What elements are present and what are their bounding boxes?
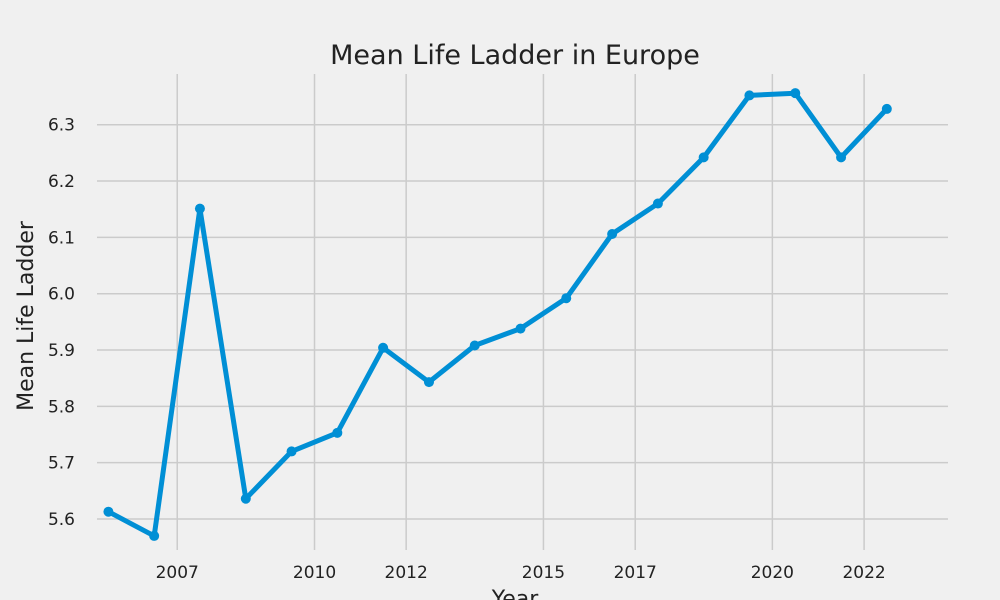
y-tick-label: 5.9 bbox=[48, 341, 75, 361]
x-tick-label: 2012 bbox=[385, 563, 428, 583]
chart-title: Mean Life Ladder in Europe bbox=[330, 40, 700, 71]
y-tick-label: 5.6 bbox=[48, 510, 75, 530]
y-tick-label: 5.8 bbox=[48, 397, 75, 417]
data-point bbox=[652, 198, 663, 209]
x-tick-label: 2020 bbox=[751, 563, 794, 583]
data-point bbox=[378, 342, 389, 353]
data-point bbox=[194, 203, 205, 214]
series-line bbox=[105, 90, 890, 539]
data-point bbox=[103, 506, 114, 517]
data-point bbox=[698, 152, 709, 163]
data-point bbox=[607, 228, 618, 239]
tick-labels: 5.6 5.7 5.8 5.9 6.0 6.1 6.2 6.3 2007 2010 2012 2015… bbox=[48, 116, 886, 583]
data-point bbox=[149, 530, 160, 541]
x-tick-label: 2015 bbox=[522, 563, 565, 583]
y-tick-label: 6.2 bbox=[48, 172, 75, 192]
data-point bbox=[561, 293, 572, 304]
data-point bbox=[790, 88, 801, 99]
y-tick-label: 5.7 bbox=[48, 454, 75, 474]
y-tick-label: 6.3 bbox=[48, 116, 75, 136]
data-point bbox=[744, 90, 755, 101]
data-point bbox=[423, 377, 434, 388]
y-tick-label: 6.1 bbox=[48, 228, 75, 248]
x-tick-label: 2010 bbox=[293, 563, 336, 583]
data-point bbox=[469, 340, 480, 351]
data-point bbox=[240, 493, 251, 504]
data-point bbox=[332, 427, 343, 438]
grid bbox=[97, 74, 948, 550]
data-point bbox=[515, 323, 526, 334]
y-axis-label: Mean Life Ladder bbox=[14, 220, 39, 411]
x-tick-label: 2007 bbox=[156, 563, 199, 583]
series-layer bbox=[103, 88, 892, 541]
data-point bbox=[286, 446, 297, 457]
x-tick-label: 2017 bbox=[614, 563, 657, 583]
data-point bbox=[881, 103, 892, 114]
y-tick-label: 6.0 bbox=[48, 285, 75, 305]
x-tick-label: 2022 bbox=[842, 563, 885, 583]
data-point bbox=[836, 152, 847, 163]
x-axis-label: Year bbox=[491, 587, 540, 600]
